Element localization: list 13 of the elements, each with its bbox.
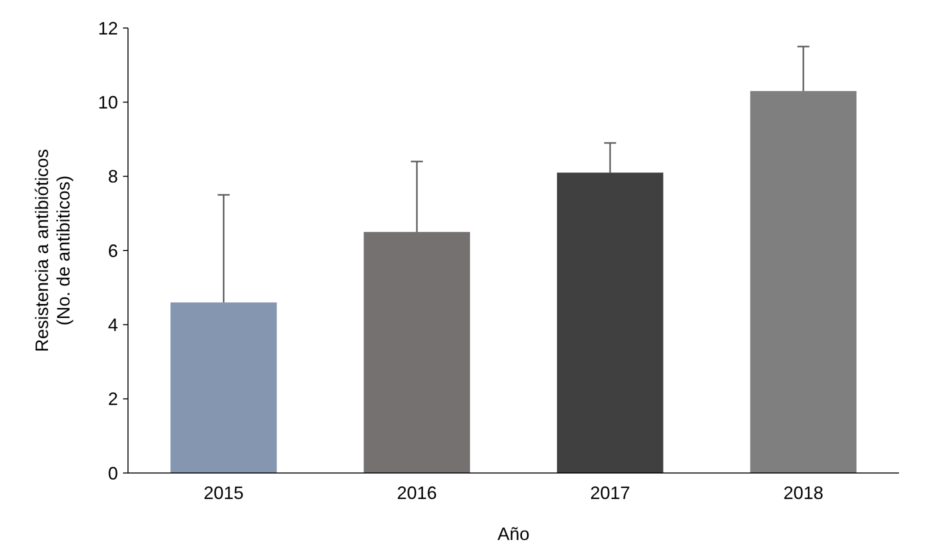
x-axis-title: Año [497,524,530,544]
y-tick-label: 8 [108,166,118,187]
y-tick-label: 0 [108,463,118,484]
x-tick-label: 2015 [204,483,244,503]
y-tick-label: 2 [108,389,118,410]
x-tick-label: 2016 [396,483,437,503]
y-tick-label: 10 [98,92,118,112]
y-axis-title: Resistencia a antibióticos (No. de antibiticos) [32,148,74,352]
y-tick-label: 12 [98,18,118,38]
y-tick-label: 4 [108,314,118,335]
x-tick-label: 2018 [783,483,824,503]
x-tick-label: 2017 [590,483,630,503]
y-tick-label: 6 [108,240,118,261]
